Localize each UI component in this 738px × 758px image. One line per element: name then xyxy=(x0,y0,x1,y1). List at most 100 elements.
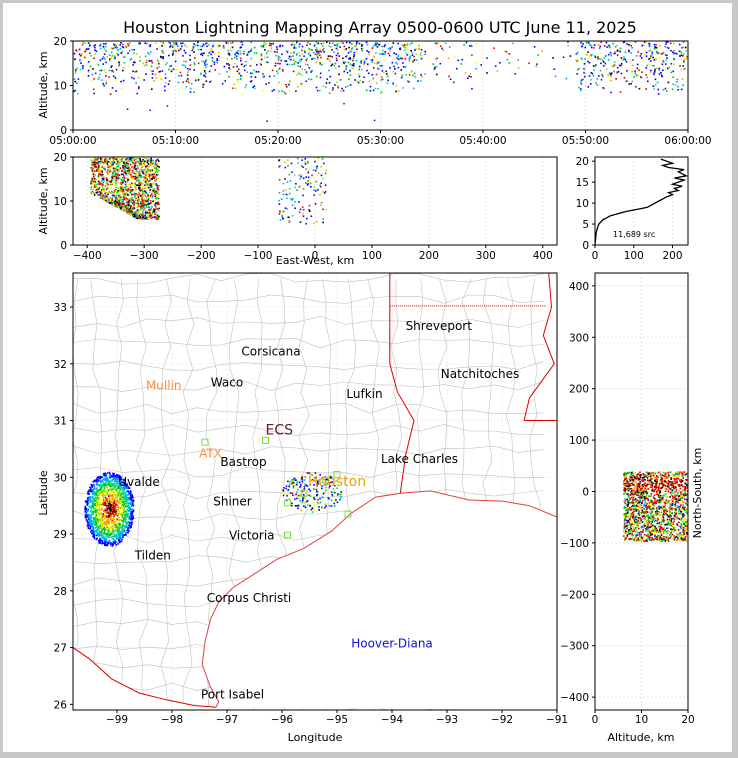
source-point xyxy=(92,502,95,505)
source-point xyxy=(121,201,123,203)
source-point xyxy=(104,538,106,540)
source-point xyxy=(104,524,107,527)
source-point xyxy=(317,172,320,174)
source-point xyxy=(97,194,100,196)
source-point xyxy=(138,176,140,179)
source-point xyxy=(328,92,331,95)
source-point xyxy=(154,163,157,165)
source-point xyxy=(336,487,338,489)
source-point xyxy=(92,535,94,538)
source-point xyxy=(117,161,119,164)
source-point xyxy=(96,502,98,504)
source-point xyxy=(319,54,321,57)
source-point xyxy=(168,41,170,44)
source-point xyxy=(324,172,327,175)
source-point xyxy=(223,65,226,68)
source-point xyxy=(226,58,228,60)
source-point xyxy=(287,489,290,491)
county-line xyxy=(73,445,544,456)
source-point xyxy=(586,53,588,56)
source-point xyxy=(349,70,351,72)
source-point xyxy=(285,50,288,52)
source-point xyxy=(286,194,289,196)
source-point xyxy=(117,170,120,173)
source-point xyxy=(405,73,408,76)
source-point xyxy=(123,491,126,494)
source-point xyxy=(315,220,318,223)
source-point xyxy=(134,183,136,185)
source-point xyxy=(157,172,159,174)
source-point xyxy=(583,72,586,74)
source-point xyxy=(94,164,97,166)
source-point xyxy=(113,511,116,513)
source-point xyxy=(98,542,101,544)
source-point xyxy=(673,58,675,60)
source-point xyxy=(137,161,139,164)
source-point xyxy=(150,59,153,62)
source-point xyxy=(651,53,654,56)
source-point xyxy=(285,499,288,502)
source-point xyxy=(189,54,191,57)
source-point xyxy=(301,206,304,208)
source-point xyxy=(100,484,103,487)
source-point xyxy=(119,203,121,206)
source-point xyxy=(395,61,398,64)
source-point xyxy=(176,44,179,47)
source-point xyxy=(103,162,105,165)
source-point xyxy=(94,516,97,518)
source-point xyxy=(77,78,80,80)
source-point xyxy=(102,493,104,496)
source-point xyxy=(126,193,129,196)
source-point xyxy=(85,50,88,52)
source-point xyxy=(113,520,116,523)
source-point xyxy=(189,59,191,61)
source-point xyxy=(241,43,244,46)
source-point xyxy=(120,526,122,528)
source-point xyxy=(260,58,263,61)
source-point xyxy=(649,60,652,62)
source-point xyxy=(156,163,159,165)
source-point xyxy=(153,190,156,193)
source-point xyxy=(578,67,580,70)
source-point xyxy=(285,189,287,191)
source-point xyxy=(118,505,121,507)
source-point xyxy=(92,188,95,191)
source-point xyxy=(113,525,115,527)
source-point xyxy=(107,514,110,517)
source-point xyxy=(304,161,307,163)
source-point xyxy=(244,86,247,89)
source-point xyxy=(300,174,303,176)
source-point xyxy=(596,78,599,80)
source-point xyxy=(129,515,132,518)
source-point xyxy=(129,525,132,528)
source-point xyxy=(389,49,391,52)
source-point xyxy=(74,69,77,71)
source-point xyxy=(233,83,235,86)
source-point xyxy=(127,507,130,510)
source-point xyxy=(145,73,147,75)
source-point xyxy=(99,538,101,541)
source-point xyxy=(87,526,90,528)
source-point xyxy=(335,480,337,483)
source-point xyxy=(98,504,100,506)
source-point xyxy=(116,509,119,511)
source-point xyxy=(150,215,153,217)
source-point xyxy=(144,195,147,197)
source-point xyxy=(116,198,118,200)
source-point xyxy=(154,42,157,44)
source-point xyxy=(382,49,384,52)
source-point xyxy=(304,506,307,509)
source-point xyxy=(139,176,141,178)
source-point xyxy=(311,511,314,513)
source-point xyxy=(146,215,148,218)
source-point xyxy=(129,513,132,516)
source-point xyxy=(606,46,609,48)
source-point xyxy=(89,65,92,68)
source-point xyxy=(330,505,333,507)
source-point xyxy=(576,73,579,75)
source-point xyxy=(105,514,107,517)
source-point xyxy=(351,67,354,69)
source-point xyxy=(90,181,92,184)
source-point xyxy=(95,538,98,541)
source-point xyxy=(100,503,103,506)
